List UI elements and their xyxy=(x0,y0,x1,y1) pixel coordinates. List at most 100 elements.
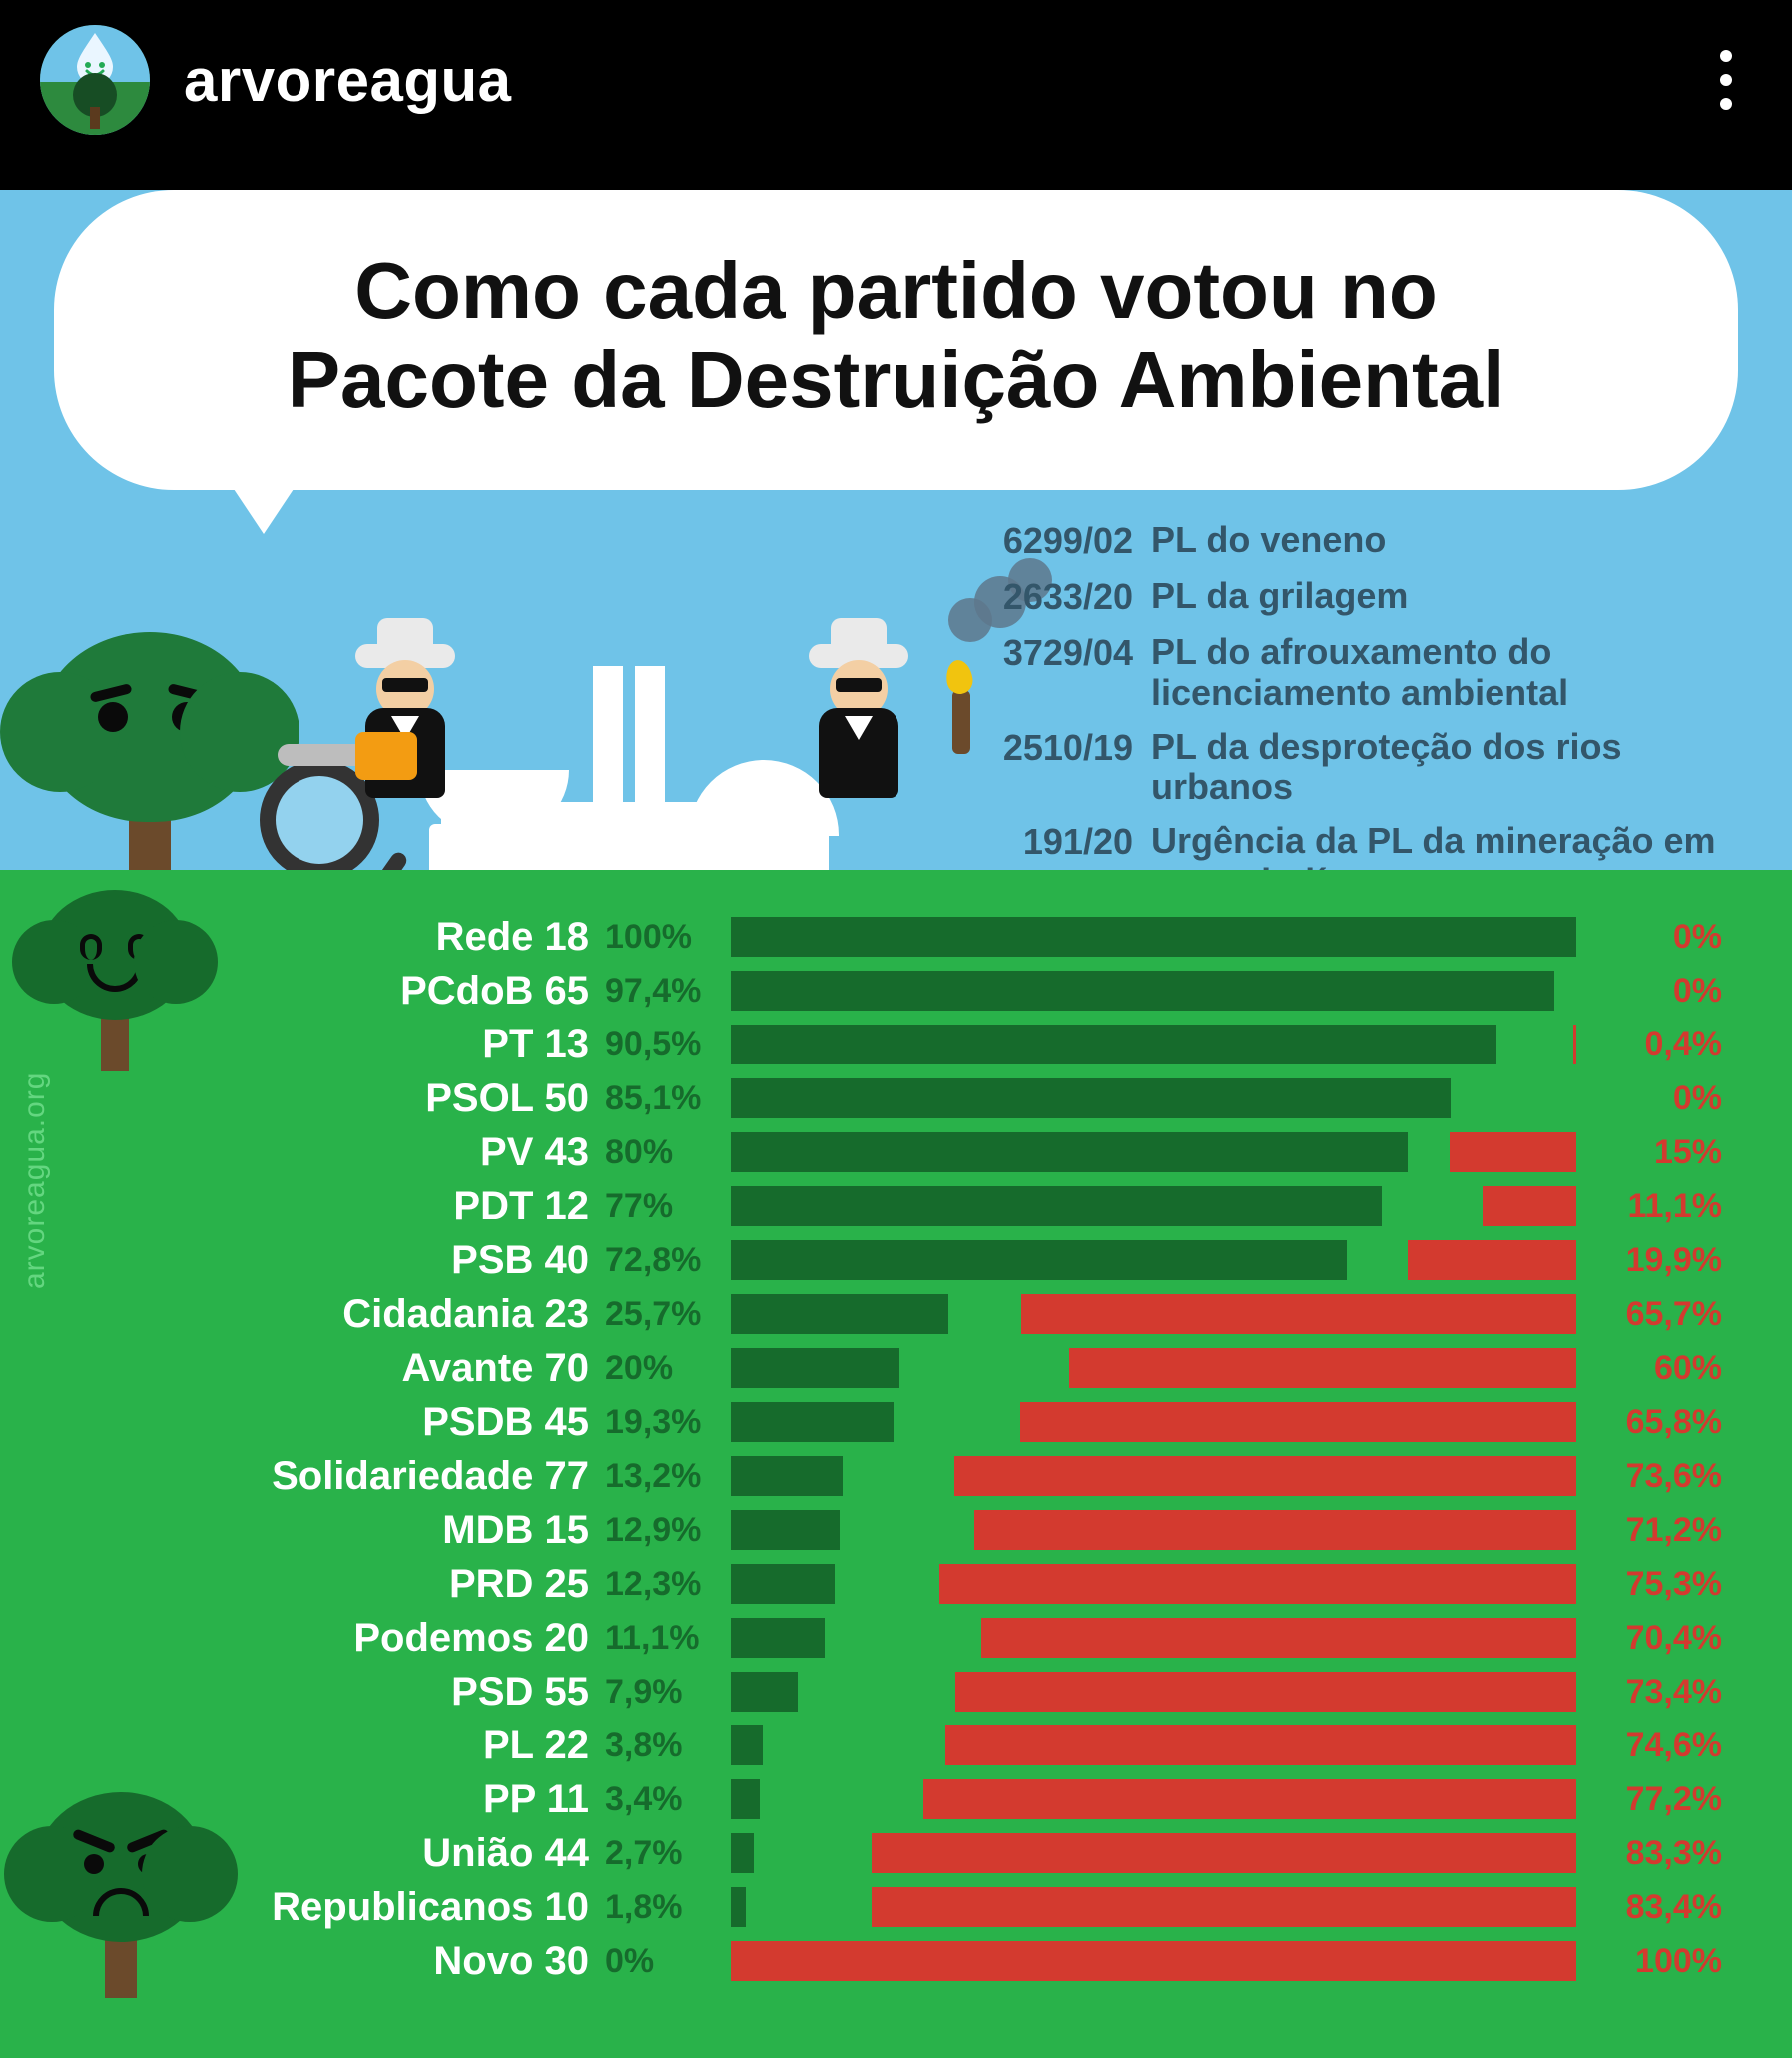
detective-tree-icon xyxy=(40,632,260,900)
green-percent-label: 13,2% xyxy=(605,1457,715,1496)
bar-green xyxy=(731,1078,1451,1118)
chart-row: PCdoB 6597,4%0% xyxy=(250,964,1722,1018)
party-label: PP 11 xyxy=(250,1777,589,1822)
bill-description: PL da grilagem xyxy=(1151,576,1408,616)
bar-track xyxy=(731,1941,1576,1981)
bill-description: PL do veneno xyxy=(1151,520,1386,560)
chart-row: Cidadania 2325,7%65,7% xyxy=(250,1287,1722,1341)
party-label: Cidadania 23 xyxy=(250,1292,589,1337)
red-percent-label: 73,6% xyxy=(1592,1457,1722,1496)
party-label: MDB 15 xyxy=(250,1508,589,1553)
bar-green xyxy=(731,1186,1382,1226)
green-percent-label: 85,1% xyxy=(605,1079,715,1118)
bar-green xyxy=(731,1779,760,1819)
bar-track xyxy=(731,1833,1576,1873)
green-percent-label: 12,3% xyxy=(605,1565,715,1604)
villain-chainsaw-icon xyxy=(345,636,465,798)
bar-red xyxy=(872,1833,1576,1873)
party-label: Podemos 20 xyxy=(250,1616,589,1661)
bar-green xyxy=(731,1672,798,1712)
green-percent-label: 80% xyxy=(605,1133,715,1172)
bar-green xyxy=(731,1887,746,1927)
red-percent-label: 71,2% xyxy=(1592,1511,1722,1550)
chart-row: PV 43 80% 15% xyxy=(250,1125,1722,1179)
chart-row: PSDB 4519,3%65,8% xyxy=(250,1395,1722,1449)
chart-row: PDT 1277%11,1% xyxy=(250,1179,1722,1233)
bar-track xyxy=(731,1725,1576,1765)
bar-track xyxy=(731,1186,1576,1226)
bar-red xyxy=(939,1564,1576,1604)
chart-row: PL 223,8%74,6% xyxy=(250,1718,1722,1772)
red-percent-label: 15% xyxy=(1592,1133,1722,1172)
red-percent-label: 0% xyxy=(1592,918,1722,957)
account-username[interactable]: arvoreagua xyxy=(184,46,512,115)
chart-row: Rede 18 100% 0% xyxy=(250,910,1722,964)
bar-green xyxy=(731,971,1554,1011)
bar-green xyxy=(731,1402,894,1442)
account-avatar[interactable] xyxy=(40,25,150,135)
red-percent-label: 73,4% xyxy=(1592,1673,1722,1712)
bill-code: 2510/19 xyxy=(973,727,1133,769)
bill-code: 3729/04 xyxy=(973,632,1133,674)
bar-green xyxy=(731,1510,840,1550)
bill-description: PL da desproteção dos rios urbanos xyxy=(1151,727,1732,808)
bar-green xyxy=(731,917,1576,957)
chart-row: MDB 1512,9%71,2% xyxy=(250,1503,1722,1557)
party-label: PSD 55 xyxy=(250,1670,589,1715)
party-label: PSB 40 xyxy=(250,1238,589,1283)
bar-green xyxy=(731,1294,948,1334)
chainsaw-icon xyxy=(278,730,417,780)
bar-track xyxy=(731,971,1576,1011)
party-label: PSDB 45 xyxy=(250,1400,589,1445)
chart-row: PSB 4072,8%19,9% xyxy=(250,1233,1722,1287)
more-options-icon[interactable] xyxy=(1720,50,1752,110)
bar-track xyxy=(731,1779,1576,1819)
party-vote-chart: Rede 18 100% 0% PCdoB 6597,4%0%PT 1390,5%0,… xyxy=(250,910,1722,1988)
party-label: Avante 70 xyxy=(250,1346,589,1391)
red-percent-label: 100% xyxy=(1592,1942,1722,1981)
bar-track xyxy=(731,1240,1576,1280)
chart-row: PRD 2512,3%75,3% xyxy=(250,1557,1722,1611)
red-percent-label: 0% xyxy=(1592,1079,1722,1118)
green-percent-label: 7,9% xyxy=(605,1673,715,1712)
bill-code: 191/20 xyxy=(973,821,1133,863)
bar-track xyxy=(731,1025,1576,1064)
bar-track xyxy=(731,1510,1576,1550)
bar-track xyxy=(731,1564,1576,1604)
chart-row: PP 113,4%77,2% xyxy=(250,1772,1722,1826)
party-label: Novo 30 xyxy=(250,1939,589,1984)
bill-item: 2633/20 PL da grilagem xyxy=(973,576,1732,618)
angry-tree-icon xyxy=(36,1792,206,1998)
bar-red xyxy=(872,1887,1576,1927)
red-percent-label: 83,4% xyxy=(1592,1888,1722,1927)
green-percent-label: 77% xyxy=(605,1187,715,1226)
bar-green xyxy=(731,1025,1496,1064)
party-label: PL 22 xyxy=(250,1723,589,1768)
party-label: União 44 xyxy=(250,1831,589,1876)
bar-green xyxy=(731,1564,835,1604)
party-label: PV 43 xyxy=(250,1130,589,1175)
red-percent-label: 65,7% xyxy=(1592,1295,1722,1334)
bill-description: PL do afrouxamento do licenciamento ambi… xyxy=(1151,632,1732,713)
red-percent-label: 19,9% xyxy=(1592,1241,1722,1280)
bar-red xyxy=(981,1618,1576,1658)
bar-red xyxy=(955,1672,1576,1712)
chart-row: Avante 7020%60% xyxy=(250,1341,1722,1395)
title-speech-bubble: Como cada partido votou no Pacote da Des… xyxy=(54,190,1738,490)
green-percent-label: 100% xyxy=(605,918,715,957)
bar-red xyxy=(1069,1348,1576,1388)
bar-track xyxy=(731,1456,1576,1496)
green-percent-label: 1,8% xyxy=(605,1888,715,1927)
green-percent-label: 3,4% xyxy=(605,1780,715,1819)
villain-torch-icon xyxy=(799,636,918,798)
red-percent-label: 11,1% xyxy=(1592,1187,1722,1226)
bar-track xyxy=(731,1618,1576,1658)
party-label: Rede 18 xyxy=(250,915,589,960)
bar-red xyxy=(1021,1294,1576,1334)
bill-code: 2633/20 xyxy=(973,576,1133,618)
chart-row: Solidariedade 7713,2%73,6% xyxy=(250,1449,1722,1503)
bar-red xyxy=(945,1725,1576,1765)
bar-red xyxy=(1408,1240,1576,1280)
green-percent-label: 90,5% xyxy=(605,1026,715,1064)
chart-row: PT 1390,5%0,4% xyxy=(250,1018,1722,1071)
